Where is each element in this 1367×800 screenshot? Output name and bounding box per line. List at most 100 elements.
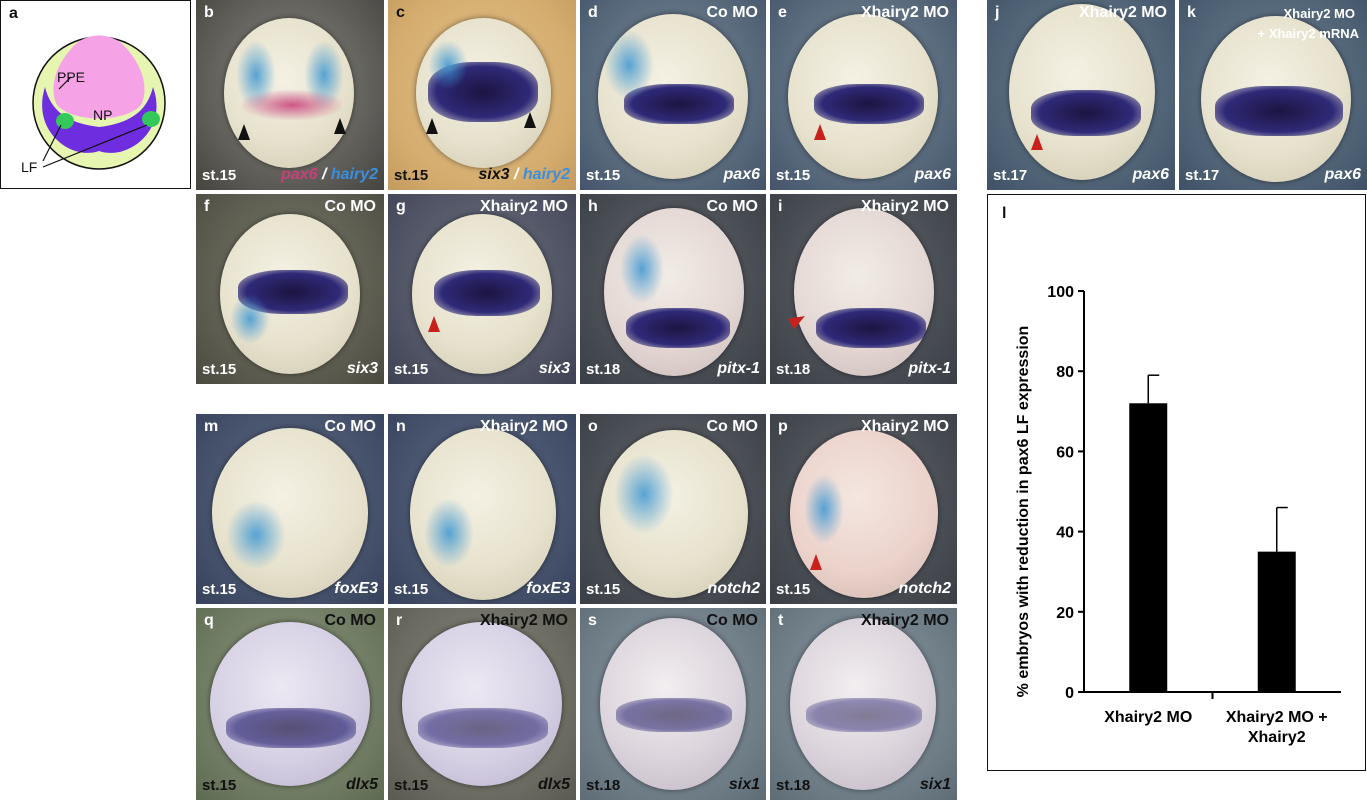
- panel-letter: h: [588, 198, 598, 215]
- panel-letter: g: [396, 198, 406, 215]
- condition-label: Co MO: [706, 4, 758, 21]
- bar: [1129, 403, 1168, 692]
- panel-s: s Co MO st.18 six1: [580, 608, 766, 800]
- schematic-lf-left: [56, 113, 74, 129]
- panel-letter: r: [396, 612, 403, 629]
- stage-label: st.15: [586, 167, 621, 184]
- condition-label: Xhairy2 MO: [479, 198, 568, 215]
- stage-label: st.18: [776, 777, 811, 794]
- stage-label: st.15: [586, 581, 621, 598]
- panel-letter: b: [204, 4, 214, 21]
- gene-label: notch2: [898, 580, 951, 597]
- panel-h: h Co MO st.18 pitx-1: [580, 194, 766, 384]
- bar: [1257, 551, 1296, 692]
- condition-label: Co MO: [706, 612, 758, 629]
- panel-p: p Xhairy2 MO st.15 notch2: [770, 414, 957, 604]
- panel-j: j Xhairy2 MO st.17 pax6: [987, 0, 1175, 190]
- panel-r: r Xhairy2 MO st.15 dlx5: [388, 608, 576, 800]
- panel-letter: o: [588, 418, 598, 435]
- y-tick-label: 0: [1065, 685, 1074, 702]
- condition-label: Co MO: [706, 198, 758, 215]
- panel-letter: s: [588, 612, 597, 629]
- stage-label: st.15: [394, 361, 429, 378]
- panel-letter: t: [778, 612, 784, 629]
- panel-o: o Co MO st.15 notch2: [580, 414, 766, 604]
- panel-letter-l: l: [1002, 205, 1007, 222]
- panel-letter: f: [204, 198, 210, 215]
- condition-label: Co MO: [324, 198, 376, 215]
- panel-d: d Co MO st.15 pax6: [580, 0, 766, 190]
- embryo-schematic: [32, 35, 166, 170]
- schematic-np: [53, 35, 145, 119]
- condition-label: Xhairy2 MO: [860, 4, 949, 21]
- panel-letter: e: [778, 4, 787, 21]
- condition-label: Xhairy2 MO: [1283, 6, 1355, 21]
- panel-m: m Co MO st.15 foxE3: [196, 414, 384, 604]
- gene-label: pitx-1: [908, 360, 951, 377]
- gene-label: pax6: [914, 166, 951, 183]
- y-tick-label: 60: [1056, 444, 1074, 461]
- gene-label: six3: [346, 360, 378, 377]
- stage-label: st.17: [993, 167, 1028, 184]
- stage-label: st.15: [202, 167, 237, 184]
- panel-letter-a: a: [9, 5, 18, 22]
- x-tick-label: Xhairy2 MO +: [1226, 709, 1328, 726]
- panel-letter: q: [204, 612, 214, 629]
- condition-label-line2: + Xhairy2 mRNA: [1257, 26, 1359, 41]
- condition-label: Xhairy2 MO: [479, 418, 568, 435]
- label-ppe: PPE: [57, 69, 86, 85]
- y-tick-label: 80: [1056, 364, 1074, 381]
- stage-label: st.15: [202, 777, 237, 794]
- panel-c: c st.15 six3 / hairy2: [388, 0, 576, 190]
- panel-letter: p: [778, 418, 788, 435]
- stage-label: st.15: [394, 581, 429, 598]
- panel-q: q Co MO st.15 dlx5: [196, 608, 384, 800]
- panel-letter: m: [204, 418, 219, 435]
- y-tick-label: 40: [1056, 525, 1074, 542]
- condition-label: Xhairy2 MO: [1078, 4, 1167, 21]
- panel-letter: i: [778, 198, 783, 215]
- label-lf: LF: [21, 159, 38, 175]
- stage-label: st.18: [586, 777, 621, 794]
- gene-label: pax6: [723, 166, 760, 183]
- gene-label: notch2: [707, 580, 760, 597]
- schematic-band: [42, 87, 157, 153]
- schematic-lf-right: [142, 111, 160, 127]
- gene-label: pax6: [1324, 166, 1361, 183]
- panel-t: t Xhairy2 MO st.18 six1: [770, 608, 957, 800]
- gene-hairy2: hairy2: [522, 166, 570, 183]
- panel-letter: c: [396, 4, 405, 21]
- stage-label: st.15: [394, 777, 429, 794]
- gene-label: pitx-1: [717, 360, 760, 377]
- gene-label: pax6: [1132, 166, 1169, 183]
- panel-a: a PPE NP LF: [0, 0, 191, 189]
- stage-label: st.15: [776, 167, 811, 184]
- condition-label: Co MO: [706, 418, 758, 435]
- gene-label: dlx5: [537, 776, 570, 793]
- gene-slash: /: [317, 166, 331, 183]
- gene-label: six3 / hairy2: [478, 166, 570, 184]
- y-tick-label: 20: [1056, 605, 1074, 622]
- panel-n: n Xhairy2 MO st.15 foxE3: [388, 414, 576, 604]
- stage-label: st.18: [776, 361, 811, 378]
- x-tick-label: Xhairy2: [1248, 729, 1306, 746]
- gene-label: six1: [728, 776, 760, 793]
- panel-e: e Xhairy2 MO st.15 pax6: [770, 0, 957, 190]
- gene-hairy2: hairy2: [330, 166, 378, 183]
- x-tick-label: Xhairy2 MO: [1104, 709, 1192, 726]
- gene-pax6: pax6: [281, 166, 318, 183]
- gene-label: dlx5: [345, 776, 378, 793]
- panel-f: f Co MO st.15 six3: [196, 194, 384, 384]
- stage-label: st.15: [776, 581, 811, 598]
- panel-l: l 0 20 40 60 80 100 Xhairy2 MO Xhairy2 MO + Xhai…: [987, 194, 1366, 771]
- panel-i: i Xhairy2 MO st.18 pitx-1: [770, 194, 957, 384]
- bar-chart: 0 20 40 60 80 100 Xhairy2 MO Xhairy2 MO + Xhairy…: [1015, 284, 1341, 746]
- stage-label: st.15: [202, 361, 237, 378]
- condition-label: Co MO: [324, 418, 376, 435]
- condition-label: Xhairy2 MO: [860, 418, 949, 435]
- panel-letter: d: [588, 4, 598, 21]
- panel-k: k Xhairy2 MO + Xhairy2 mRNA st.17 pax6: [1179, 0, 1367, 190]
- gene-label: six3: [538, 360, 570, 377]
- stage-label: st.15: [202, 581, 237, 598]
- panel-letter: n: [396, 418, 406, 435]
